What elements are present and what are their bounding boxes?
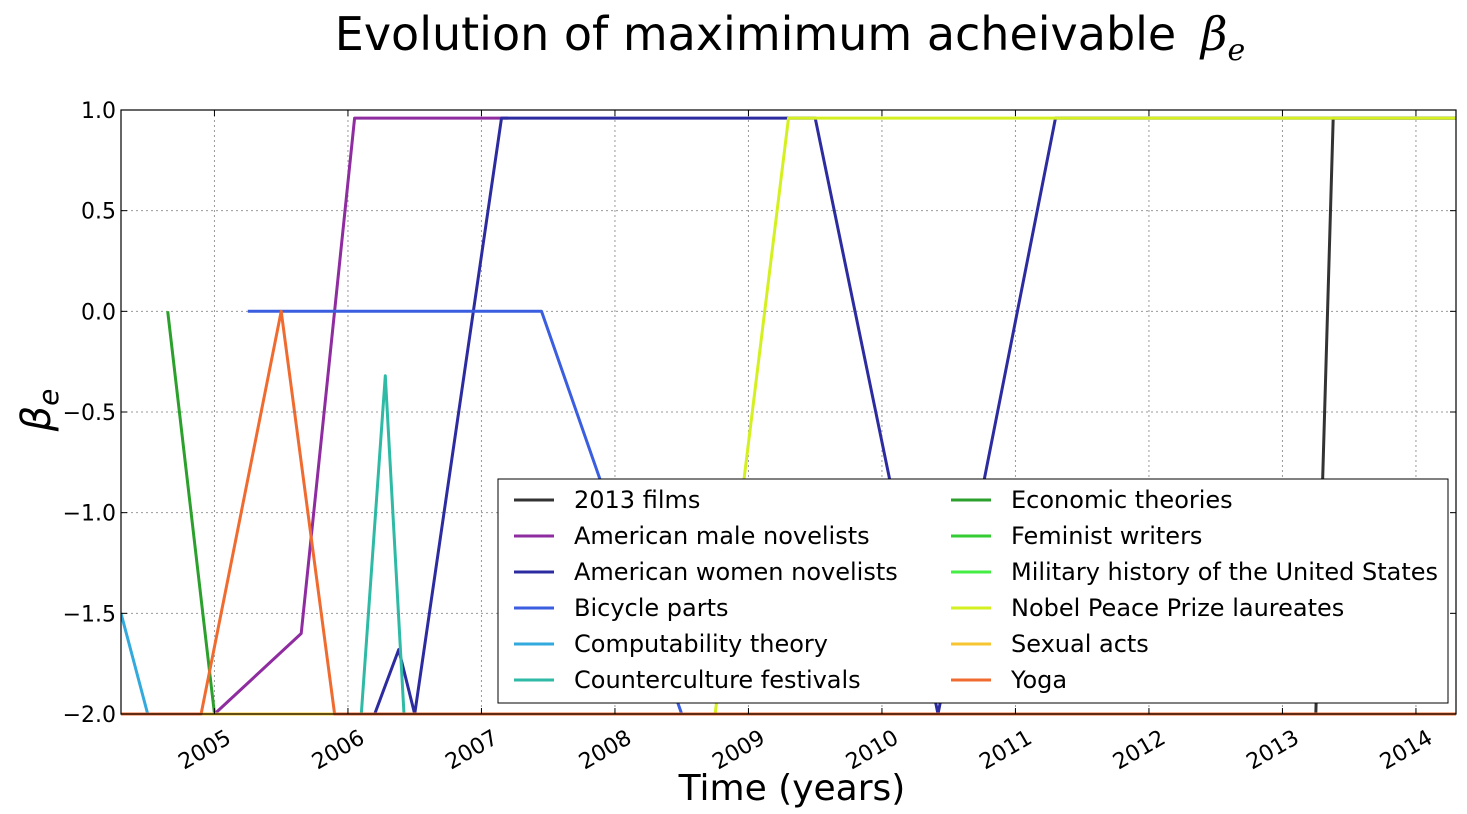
legend-label-computability-theory: Computability theory [574, 630, 828, 658]
x-tick-label: 2012 [1109, 726, 1170, 776]
legend-label-economic-theories: Economic theories [1011, 486, 1233, 514]
legend-label-nobel-peace-prize-laureates: Nobel Peace Prize laureates [1011, 594, 1344, 622]
chart-title-text: Evolution of maximimum acheivable [335, 7, 1176, 61]
x-tick-label: 2011 [975, 726, 1036, 776]
y-tick-label: −1.0 [63, 502, 116, 527]
legend-label-counterculture-festivals: Counterculture festivals [574, 666, 861, 694]
chart-title: Evolution of maximimum acheivable βe [335, 7, 1245, 68]
y-tick-label: 0.0 [81, 300, 116, 325]
legend-label-bicycle-parts: Bicycle parts [574, 594, 729, 622]
x-tick-label: 2005 [174, 726, 235, 776]
x-tick-label: 2008 [575, 726, 636, 776]
x-tick-label: 2007 [441, 726, 502, 776]
legend-label-feminist-writers: Feminist writers [1011, 522, 1202, 550]
y-axis-label-symbol: β [14, 406, 60, 433]
x-tick-label: 2014 [1376, 726, 1437, 776]
x-tick-label: 2013 [1242, 726, 1303, 776]
legend: 2013 films American male novelists America… [497, 478, 1449, 704]
y-axis-label: βe [14, 389, 65, 433]
y-tick-label: 0.5 [81, 200, 116, 225]
y-tick-label: −0.5 [63, 401, 116, 426]
chart-title-symbol-sub: e [1227, 33, 1245, 68]
series-line-american-male-novelists [213, 116, 509, 716]
y-tick-label: 1.0 [81, 99, 116, 124]
y-axis-label-sub: e [32, 389, 65, 406]
legend-label-yoga: Yoga [1010, 666, 1067, 694]
legend-label-american-women-novelists: American women novelists [574, 558, 898, 586]
legend-box [497, 478, 1449, 704]
x-axis-label: Time (years) [678, 768, 906, 809]
legend-label-military-history-of-the-united-states: Military history of the United States [1011, 558, 1438, 586]
legend-label-american-male-novelists: American male novelists [574, 522, 870, 550]
series-line-american-women-novelists [121, 116, 1456, 716]
grid [121, 109, 1456, 715]
y-tick-label: −1.5 [63, 602, 116, 627]
y-tick-label: −2.0 [63, 703, 116, 728]
chart-title-symbol: β [1199, 7, 1228, 61]
x-tick-label: 2006 [308, 726, 369, 776]
legend-label-2013-films: 2013 films [574, 486, 700, 514]
legend-label-sexual-acts: Sexual acts [1011, 630, 1149, 658]
